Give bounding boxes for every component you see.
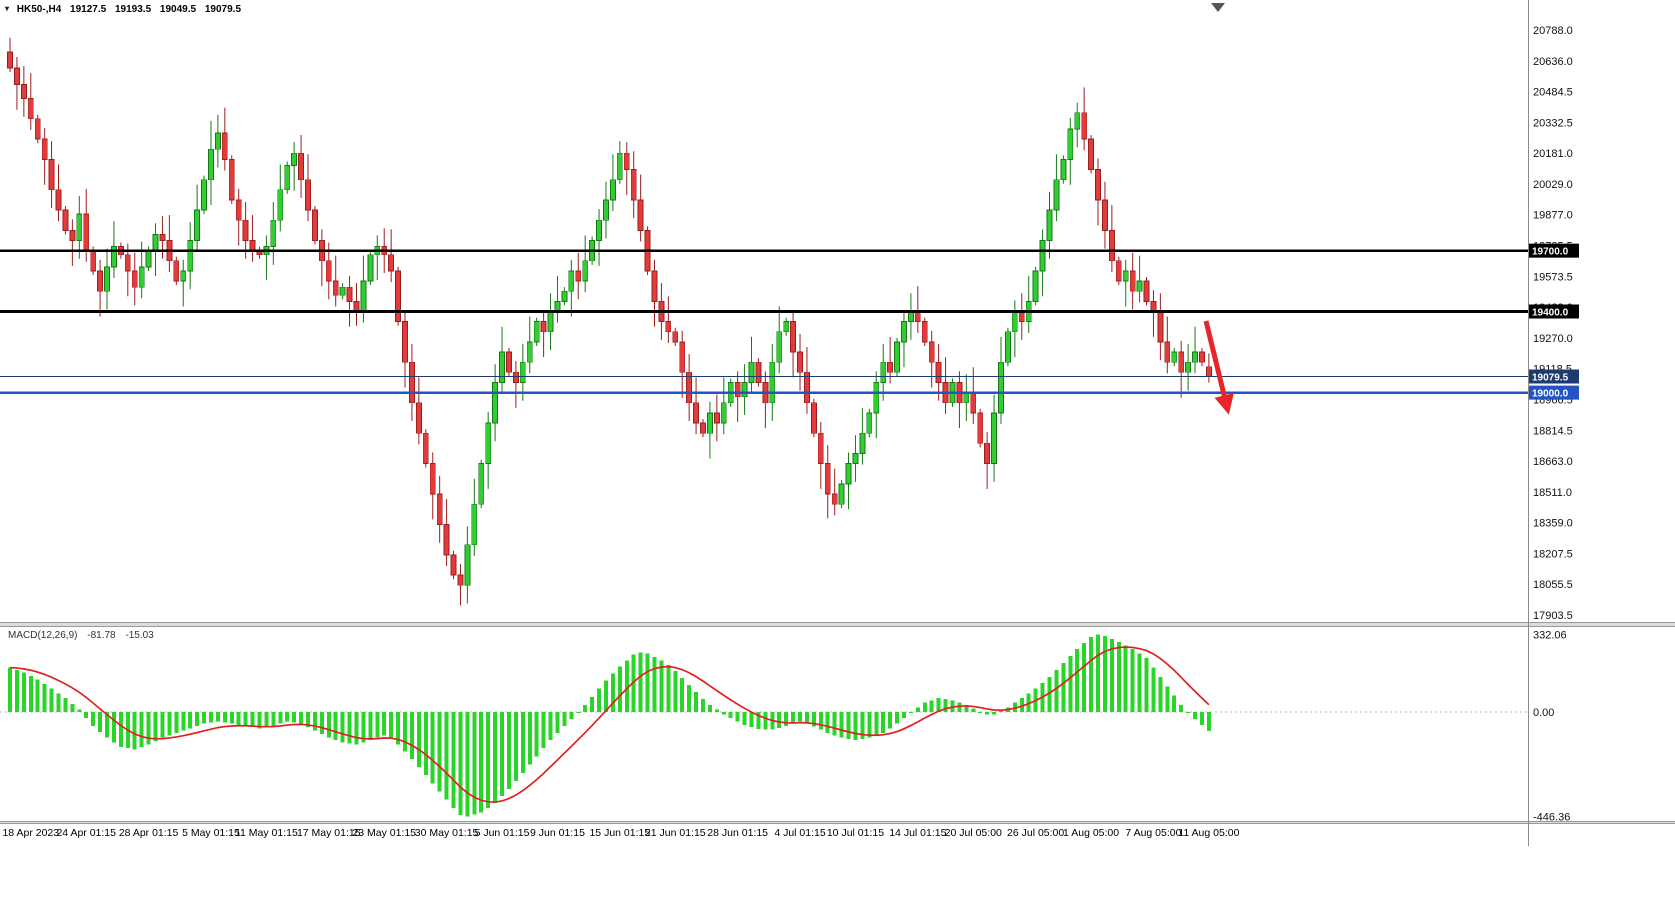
time-axis-label: 5 Jun 01:15 <box>474 827 530 839</box>
price-axis-label: 19573.5 <box>1533 271 1573 283</box>
time-axis-label: 17 May 01:15 <box>296 827 361 839</box>
price-axis-separator <box>1528 0 1529 846</box>
macd-axis-min: -446.36 <box>1533 811 1570 821</box>
price-line-badge-value: 19400.0 <box>1532 307 1569 318</box>
price-line-badge-value: 19000.0 <box>1532 389 1569 400</box>
price-axis-label: 20029.0 <box>1533 179 1573 191</box>
price-line-badge-value: 19700.0 <box>1532 247 1569 258</box>
symbol-dropdown-icon[interactable]: ▾ <box>5 4 10 13</box>
price-line-badge <box>1529 243 1579 258</box>
macd-histogram <box>8 634 1211 817</box>
time-axis-label: 11 Aug 05:00 <box>1178 827 1240 839</box>
price-line-badge <box>1529 385 1579 400</box>
price-axis-label: 18055.5 <box>1533 579 1573 591</box>
candlesticks <box>7 37 1212 606</box>
price-axis-label: 18359.0 <box>1533 518 1573 530</box>
time-axis-label: 21 Jun 01:15 <box>644 827 706 839</box>
price-chart[interactable]: 20788.0 20636.0 20484.5 20332.5 20181.0 20029… <box>0 0 1675 622</box>
time-axis-label: 28 Jun 01:15 <box>707 827 768 839</box>
time-axis-label: 10 Jul 01:15 <box>826 827 885 839</box>
macd-signal-value: -15.03 <box>125 630 154 641</box>
time-axis-label: 7 Aug 05:00 <box>1125 827 1182 839</box>
price-axis-label: 19877.0 <box>1533 210 1573 222</box>
price-axis-label: 17903.5 <box>1533 610 1573 622</box>
chart-ohlc-header: ▾ HK50-,H4 19127.5 19193.5 19049.5 19079… <box>5 4 247 15</box>
panel-divider[interactable] <box>0 622 1675 627</box>
ohlc-close-value: 19079.5 <box>204 4 242 15</box>
price-axis-label: 19270.0 <box>1533 333 1573 345</box>
price-axis[interactable]: 20788.0 20636.0 20484.5 20332.5 20181.0 20029… <box>1533 25 1573 622</box>
macd-signal-line <box>9 646 1210 803</box>
price-axis-label: 18511.0 <box>1533 487 1572 499</box>
time-axis-label: 4 Jul 01:15 <box>774 827 826 839</box>
time-axis-label: 5 May 01:15 <box>182 827 240 839</box>
macd-panel[interactable]: 332.06 0.00 -446.36 <box>0 627 1675 821</box>
macd-title: MACD(12,26,9) <box>8 630 78 641</box>
panel-divider-bottom[interactable] <box>0 821 1675 824</box>
time-axis-label: 26 Jul 05:00 <box>1007 827 1065 839</box>
ohlc-high-value: 19193.5 <box>114 4 152 15</box>
ohlc-low-value: 19049.5 <box>159 4 197 15</box>
macd-axis-max: 332.06 <box>1533 629 1567 641</box>
price-axis-label: 18207.5 <box>1533 548 1573 560</box>
time-axis-label: 24 Apr 01:15 <box>56 827 116 839</box>
price-axis-label: 18663.0 <box>1533 456 1573 468</box>
time-axis-label: 28 Apr 01:15 <box>118 827 179 839</box>
time-axis-label: 20 Jul 05:00 <box>944 827 1002 839</box>
time-axis-label: 1 Aug 05:00 <box>1063 827 1120 839</box>
price-axis-label: 20332.5 <box>1533 117 1573 129</box>
ohlc-open-value: 19127.5 <box>70 4 107 15</box>
price-axis-label: 20788.0 <box>1533 25 1573 37</box>
price-axis-label: 20181.0 <box>1533 148 1573 160</box>
symbol-timeframe-label: HK50-,H4 <box>16 4 62 15</box>
price-axis-label: 20484.5 <box>1533 87 1573 99</box>
time-axis-label: 11 May 01:15 <box>234 827 298 839</box>
macd-main-value: -81.78 <box>87 630 116 641</box>
price-axis-label: 18814.5 <box>1533 425 1573 437</box>
price-line-badge <box>1529 304 1579 319</box>
price-line-badge-value: 19079.5 <box>1532 372 1569 383</box>
time-axis-label: 14 Jul 01:15 <box>889 827 947 839</box>
time-axis-label: 9 Jun 01:15 <box>530 827 585 839</box>
sell-arrow-annotation[interactable] <box>1203 320 1234 415</box>
macd-header: MACD(12,26,9) -81.78 -15.03 <box>8 630 161 641</box>
time-axis-label: 15 Jun 01:15 <box>589 827 651 839</box>
time-axis-label: 18 Apr 2023 <box>2 827 60 839</box>
chart-shift-icon <box>1211 3 1225 12</box>
time-axis-label: 30 May 01:15 <box>414 827 479 839</box>
macd-axis-zero: 0.00 <box>1533 707 1554 719</box>
time-axis[interactable]: 18 Apr 2023 24 Apr 01:15 28 Apr 01:15 5 May… <box>0 824 1675 846</box>
time-axis-label: 23 May 01:15 <box>352 827 417 839</box>
price-line-badge <box>1529 369 1579 384</box>
price-axis-label: 20636.0 <box>1533 56 1573 68</box>
